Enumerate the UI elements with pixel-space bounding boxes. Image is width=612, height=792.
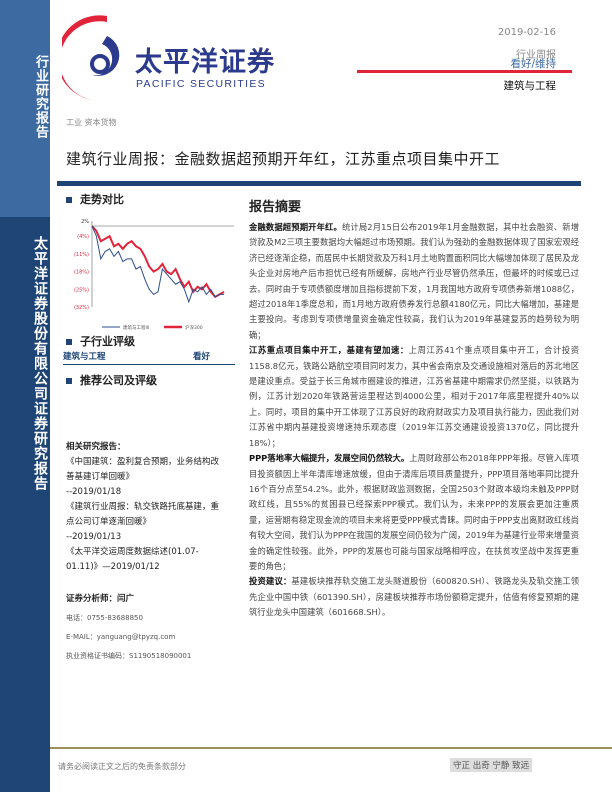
sub-rating-industry: 建筑与工程	[63, 352, 106, 362]
abstract-heading: 报告摘要	[249, 200, 302, 215]
related-reports: 相关研究报告： 《中国建筑：盈利复合预期，业务结构改善基建订单回暖》 --2019…	[66, 440, 226, 575]
trend-heading: 走势对比	[66, 191, 124, 207]
footer-motto: 守正 出奇 宁静 致远	[450, 758, 533, 772]
y-tick-label: (32%)	[74, 305, 89, 311]
y-tick-label: 2%	[81, 219, 89, 225]
series-line	[91, 225, 225, 299]
divider	[357, 70, 572, 73]
bullet-icon	[66, 339, 72, 345]
title-bar	[57, 181, 581, 186]
abstract-paragraph-1: 金融数据超预期开年红。统计局2月15日公布2019年1月金融数据，其中社会融资、…	[249, 222, 579, 340]
analyst-phone: 电话：0755-83688850	[66, 614, 143, 622]
trend-chart: 2% (4%) (11%) (18%) (25%) (32%) 建筑与工程III 沪深300	[74, 219, 234, 331]
abstract-paragraph-3: PPP落地率大幅提升，发展空间仍然较大。上周财政部公布2018年PPP年报。尽管…	[249, 453, 579, 571]
analyst-heading: 证券分析师：闫广	[66, 594, 135, 604]
bullet-icon	[66, 197, 72, 203]
related-report-3[interactable]: 《太平洋交运周度数据综述(01.07-01.11)》—2019/01/12	[66, 547, 199, 572]
sidebar-bottom	[0, 217, 50, 792]
analyst-info: 证券分析师：闫广 电话：0755-83688850 E-MAIL：yanguan…	[66, 590, 226, 666]
bullet-icon	[66, 378, 72, 384]
sidebar-bottom-label: 太平洋证券股份有限公司证券研究报告	[32, 236, 48, 491]
companies-heading: 推荐公司及评级	[66, 372, 157, 388]
y-tick-label: (4%)	[77, 234, 89, 240]
report-date: 2019-02-16	[497, 27, 556, 38]
y-tick-label: (25%)	[74, 287, 89, 293]
y-tick-label: (18%)	[74, 270, 89, 276]
sub-rating-heading: 子行业评级	[66, 333, 135, 349]
legend-label: 建筑与工程III	[123, 324, 149, 331]
sub-rating-row: 建筑与工程 看好	[63, 350, 235, 365]
sub-rating-value: 看好	[193, 352, 211, 362]
rating: 看好/维持	[510, 58, 556, 70]
legend-label: 沪深300	[185, 324, 203, 331]
footer-divider	[50, 747, 612, 749]
sidebar-top	[0, 0, 50, 217]
abstract-paragraph-2: 江苏重点项目集中开工，基建有望加速：上周江苏41个重点项目集中开工，合计投资11…	[249, 345, 579, 448]
related-heading: 相关研究报告：	[66, 442, 126, 452]
analyst-license: 执业资格证书编码：S1190518090001	[66, 652, 192, 660]
abstract-body: 金融数据超预期开年红。统计局2月15日公布2019年1月金融数据，其中社会融资、…	[249, 220, 579, 621]
logo-text-cn: 太平洋证券	[135, 47, 275, 78]
y-tick-label: (11%)	[74, 252, 89, 258]
report-type: 行业周报	[516, 50, 556, 61]
industry: 建筑与工程	[503, 80, 557, 92]
pacific-securities-logo-icon	[62, 15, 120, 100]
sidebar-top-label: 行业研究报告	[33, 55, 48, 139]
logo-text-en: PACIFIC SECURITIES	[136, 78, 266, 90]
abstract-paragraph-4: 投资建议：基建板块推荐轨交施工龙头隧道股份（600820.SH）、铁路龙头及轨交…	[249, 576, 579, 618]
footer-disclaimer: 请务必阅读正文之后的免责条款部分	[58, 762, 186, 771]
related-report-1[interactable]: 《中国建筑：盈利复合预期，业务结构改善基建订单回暖》 --2019/01/18	[66, 457, 220, 497]
related-report-2[interactable]: 《建筑行业周报：轨交铁路托底基建，重点公司订单逐渐回暖》 --2019/01/13	[66, 502, 220, 542]
series-line	[91, 225, 224, 304]
analyst-email[interactable]: E-MAIL：yanguang@tpyzq.com	[66, 633, 176, 641]
category: 工业 资本货物	[66, 118, 117, 127]
page-title: 建筑行业周报：金融数据超预期开年红，江苏重点项目集中开工	[66, 150, 501, 168]
